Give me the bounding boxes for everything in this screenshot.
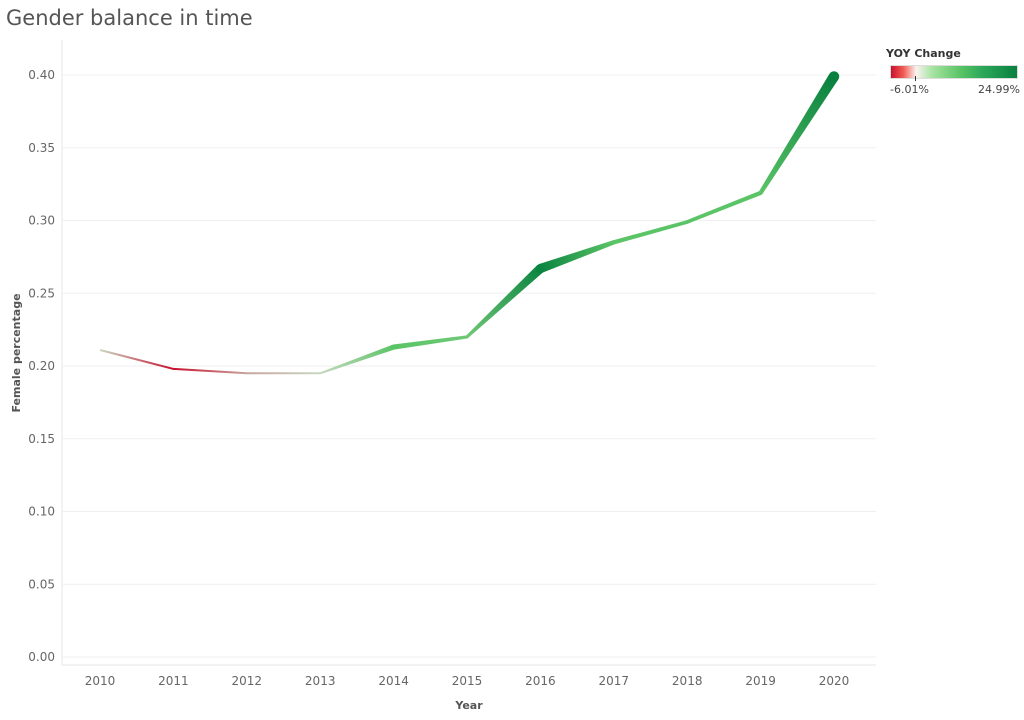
y-tick-label: 0.40 [28, 68, 55, 82]
gridlines [61, 40, 876, 666]
x-tick-label: 2018 [672, 674, 703, 688]
x-tick-label: 2014 [378, 674, 409, 688]
x-tick-label: 2013 [305, 674, 336, 688]
y-tick-label: 0.05 [28, 577, 55, 591]
y-axis-title: Female percentage [10, 293, 23, 412]
y-tick-label: 0.25 [28, 286, 55, 300]
y-axis-ticks: 0.00 0.05 0.10 0.15 0.20 0.25 0.30 0.35 0.40 [28, 68, 55, 664]
y-tick-label: 0.20 [28, 359, 55, 373]
x-tick-label: 2019 [745, 674, 776, 688]
line-segment [173, 367, 247, 375]
legend-title: YOY Change [886, 47, 961, 60]
x-tick-label: 2020 [819, 674, 850, 688]
color-legend: YOY Change -6.01% 24.99% [886, 47, 1020, 99]
x-axis-title: Year [454, 699, 483, 712]
y-tick-label: 0.35 [28, 141, 55, 155]
line-segment [393, 335, 468, 350]
line-segment [538, 240, 615, 273]
line-segment [246, 372, 321, 375]
y-tick-label: 0.10 [28, 505, 55, 519]
line-segment [758, 73, 839, 194]
x-tick-label: 2017 [599, 674, 630, 688]
y-tick-label: 0.00 [28, 650, 55, 664]
chart-title: Gender balance in time [6, 6, 253, 30]
line-point [828, 71, 840, 82]
x-tick-label: 2016 [525, 674, 556, 688]
line-segment [319, 344, 395, 375]
line-segment [465, 265, 544, 339]
legend-zero-tick [915, 76, 916, 81]
legend-color-ramp [890, 65, 1018, 79]
line-segment [613, 220, 688, 245]
x-tick-label: 2010 [85, 674, 116, 688]
y-tick-label: 0.30 [28, 214, 55, 228]
x-tick-label: 2011 [158, 674, 189, 688]
legend-max-label: 24.99% [978, 83, 1020, 96]
line-segment [99, 349, 174, 370]
x-axis-ticks: 2010 2011 2012 2013 2014 2015 2016 2017 2018 2019… [85, 674, 850, 688]
legend-min-label: -6.01% [890, 83, 929, 96]
x-tick-label: 2012 [232, 674, 263, 688]
y-tick-label: 0.15 [28, 432, 55, 446]
x-tick-label: 2015 [452, 674, 483, 688]
series-line [99, 71, 840, 375]
line-segment [686, 190, 762, 224]
